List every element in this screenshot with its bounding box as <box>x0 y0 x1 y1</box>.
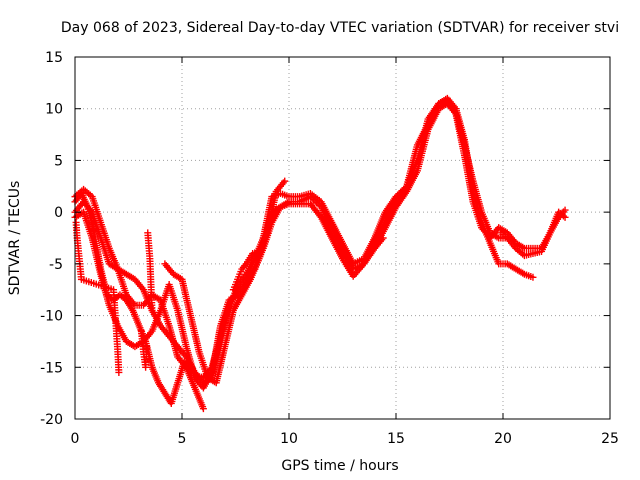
short-segments-point <box>143 345 151 353</box>
y-tick-label: -5 <box>49 257 63 273</box>
y-tick-label: -15 <box>40 360 63 376</box>
plot-frame <box>74 56 611 420</box>
x-tick-label: 20 <box>494 431 512 447</box>
y-tick-label: 5 <box>54 153 63 169</box>
y-tick-label: -20 <box>40 412 63 428</box>
chart-title: Day 068 of 2023, Sidereal Day-to-day VTE… <box>61 20 619 36</box>
short-segments-point <box>501 232 509 240</box>
short-segments-point <box>253 248 261 256</box>
short-segments-point <box>378 236 386 244</box>
y-tick-label: 10 <box>45 102 63 118</box>
x-tick-label: 5 <box>178 431 187 447</box>
track-d-point <box>199 405 207 413</box>
short-segments-point <box>148 304 156 312</box>
track-b-point <box>529 273 537 281</box>
y-tick-label: -10 <box>40 309 63 325</box>
short-segments-point <box>237 268 245 276</box>
short-segments-point <box>508 236 516 244</box>
x-tick-label: 15 <box>387 431 405 447</box>
x-axis-label: GPS time / hours <box>281 458 398 474</box>
data-points <box>71 94 569 413</box>
short-segments-point <box>233 278 241 286</box>
y-tick-label: 15 <box>45 50 63 66</box>
x-tick-label: 0 <box>71 431 80 447</box>
short-segments-point <box>115 366 123 374</box>
x-tick-label: 10 <box>280 431 298 447</box>
track-e-point <box>281 177 289 185</box>
short-segments-point <box>241 262 249 270</box>
y-tick-label: 0 <box>54 205 63 221</box>
y-axis-ticks: -20 -15 -10 -5 0 5 10 15 <box>40 50 610 428</box>
x-axis-ticks: 0 5 10 15 20 25 <box>71 57 619 447</box>
y-axis-label: SDTVAR / TECUs <box>7 181 23 296</box>
track-a-point <box>561 213 569 221</box>
x-tick-label: 25 <box>601 431 619 447</box>
track-c-point <box>561 206 569 214</box>
